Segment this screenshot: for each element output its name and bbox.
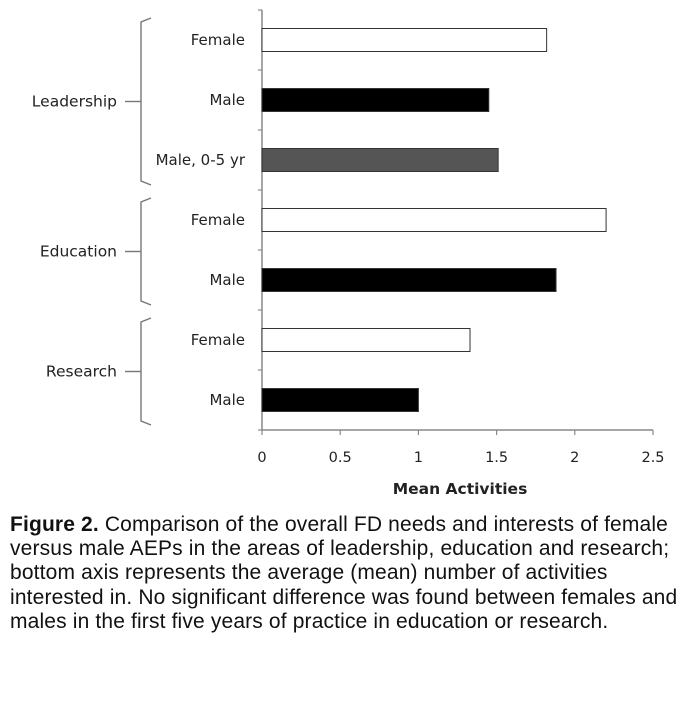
bar-chart-figure: Female Male Male, 0-5 yr Female Male Female Ma… xyxy=(32,9,665,498)
bar-research-female xyxy=(261,328,471,352)
category-label: Female xyxy=(191,331,245,349)
caption-text: Comparison of the overall FD needs and i… xyxy=(10,513,678,633)
group-label-leadership: Leadership xyxy=(32,93,117,111)
category-label: Male, 0-5 yr xyxy=(156,151,246,169)
x-tick-label: 2.5 xyxy=(641,450,664,466)
x-tick-label: 0.5 xyxy=(329,450,352,466)
x-tick-label: 2 xyxy=(570,450,579,466)
figure-number: Figure 2. xyxy=(10,513,99,536)
group-label-education: Education xyxy=(40,243,117,261)
category-label: Female xyxy=(191,211,245,229)
bar-chart: Female Male Male, 0-5 yr Female Male Female Ma… xyxy=(32,9,665,498)
category-label: Male xyxy=(209,391,245,409)
group-label-research: Research xyxy=(46,363,117,381)
bar-leadership-male xyxy=(261,88,490,112)
category-label: Female xyxy=(191,31,245,49)
bar-research-male xyxy=(261,388,419,412)
bar-education-male xyxy=(261,268,557,292)
category-label: Male xyxy=(209,271,245,289)
x-tick-label: 1.5 xyxy=(485,450,508,466)
group-bracket-leadership xyxy=(140,17,152,186)
x-tick-label: 1 xyxy=(414,450,423,466)
group-bracket-research xyxy=(140,317,152,426)
category-label: Male xyxy=(209,91,245,109)
bar-education-female xyxy=(261,208,607,232)
x-axis-title: Mean Activities xyxy=(393,480,528,498)
x-tick-label: 0 xyxy=(257,450,266,466)
figure-caption: Figure 2. Comparison of the overall FD n… xyxy=(10,513,680,634)
bar-leadership-male-0-5-yr xyxy=(261,148,499,172)
bar-leadership-female xyxy=(261,28,548,52)
group-bracket-education xyxy=(140,197,152,306)
